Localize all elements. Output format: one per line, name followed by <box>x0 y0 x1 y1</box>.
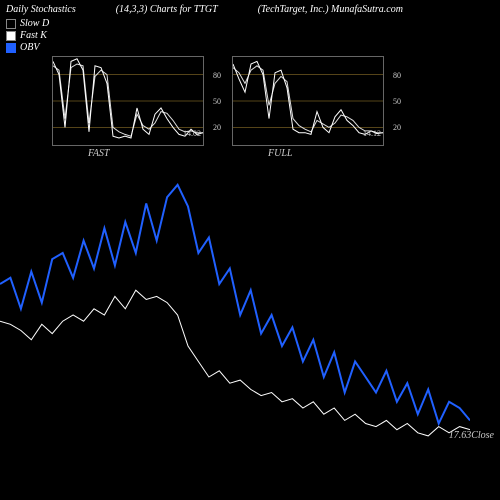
ytick-80: 80 <box>213 71 221 80</box>
mini-label-full: FULL <box>268 148 292 159</box>
ytick-80-full: 80 <box>393 71 401 80</box>
ytick-20: 20 <box>213 123 221 132</box>
swatch-fastk <box>6 31 16 41</box>
legend-item-obv: OBV <box>6 42 49 54</box>
mini-chart-fast: FAST 80 50 20 14.02 <box>52 56 204 146</box>
mini-chart-fast-svg <box>53 57 203 145</box>
legend-label-obv: OBV <box>20 42 39 54</box>
legend: Slow D Fast K OBV <box>6 18 49 54</box>
mini-chart-full-svg <box>233 57 383 145</box>
mini-chart-full: FULL 80 50 20 14.12 <box>232 56 384 146</box>
close-label: 17.63Close <box>449 430 494 441</box>
legend-item-slowd: Slow D <box>6 18 49 30</box>
mini-value-full: 14.12 <box>363 129 381 138</box>
swatch-obv <box>6 43 16 53</box>
title-mid: (14,3,3) Charts for TTGT <box>116 4 218 15</box>
title-right: (TechTarget, Inc.) MunafaSutra.com <box>258 4 403 15</box>
ytick-50-full: 50 <box>393 97 401 106</box>
main-chart-svg <box>0 160 470 470</box>
legend-item-fastk: Fast K <box>6 30 49 42</box>
ytick-20-full: 20 <box>393 123 401 132</box>
main-chart <box>0 160 470 470</box>
title-left: Daily Stochastics <box>6 4 76 15</box>
legend-label-fastk: Fast K <box>20 30 47 42</box>
ytick-50: 50 <box>213 97 221 106</box>
mini-value-fast: 14.02 <box>183 129 201 138</box>
mini-label-fast: FAST <box>88 148 110 159</box>
legend-label-slowd: Slow D <box>20 18 49 30</box>
swatch-slowd <box>6 19 16 29</box>
chart-header: Daily Stochastics (14,3,3) Charts for TT… <box>6 4 494 15</box>
